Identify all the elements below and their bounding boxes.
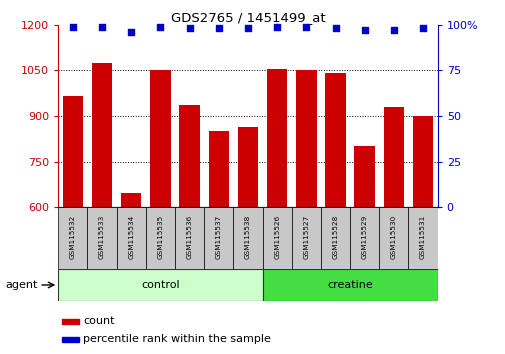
Bar — [62, 337, 79, 342]
Text: GSM115528: GSM115528 — [332, 215, 338, 259]
Text: GSM115538: GSM115538 — [244, 215, 250, 259]
Text: GSM115536: GSM115536 — [186, 215, 192, 259]
Point — [156, 24, 164, 29]
Text: GSM115526: GSM115526 — [274, 215, 280, 259]
Text: GSM115537: GSM115537 — [215, 215, 221, 259]
Bar — [295, 70, 316, 207]
Bar — [58, 207, 87, 269]
Bar — [62, 319, 79, 324]
Point — [214, 25, 222, 31]
Text: GSM115527: GSM115527 — [302, 215, 309, 259]
Bar — [349, 207, 379, 269]
Text: GSM115531: GSM115531 — [419, 215, 425, 259]
Text: GSM115533: GSM115533 — [99, 215, 105, 259]
Text: GSM115532: GSM115532 — [70, 215, 76, 259]
Title: GDS2765 / 1451499_at: GDS2765 / 1451499_at — [170, 11, 325, 24]
Bar — [237, 127, 258, 207]
Point — [98, 24, 106, 29]
Bar — [267, 69, 287, 207]
Bar — [179, 105, 199, 207]
Bar — [121, 193, 141, 207]
Text: GSM115530: GSM115530 — [390, 215, 396, 259]
Text: control: control — [141, 280, 179, 290]
Text: percentile rank within the sample: percentile rank within the sample — [83, 334, 271, 344]
Bar — [233, 207, 262, 269]
Bar — [208, 131, 229, 207]
Bar — [204, 207, 233, 269]
Bar — [87, 207, 116, 269]
Bar — [150, 70, 170, 207]
Point — [360, 27, 368, 33]
Bar — [63, 96, 83, 207]
Bar — [291, 207, 320, 269]
Bar — [379, 207, 408, 269]
Text: creatine: creatine — [327, 280, 372, 290]
Bar — [116, 207, 145, 269]
Text: count: count — [83, 315, 115, 326]
Bar — [58, 269, 262, 301]
Bar — [383, 107, 403, 207]
Point — [185, 25, 193, 31]
Bar — [325, 73, 345, 207]
Bar — [320, 207, 349, 269]
Text: GSM115534: GSM115534 — [128, 215, 134, 259]
Bar — [262, 269, 437, 301]
Bar — [408, 207, 437, 269]
Text: GSM115535: GSM115535 — [157, 215, 163, 259]
Point — [389, 27, 397, 33]
Bar — [412, 116, 432, 207]
Point — [69, 24, 77, 29]
Text: agent: agent — [5, 280, 37, 290]
Bar — [262, 207, 291, 269]
Point — [331, 25, 339, 31]
Point — [127, 29, 135, 35]
Text: GSM115529: GSM115529 — [361, 215, 367, 259]
Point — [418, 25, 426, 31]
Point — [243, 25, 251, 31]
Bar — [91, 63, 112, 207]
Bar — [145, 207, 175, 269]
Point — [273, 24, 281, 29]
Point — [301, 24, 310, 29]
Bar — [354, 146, 374, 207]
Bar — [175, 207, 204, 269]
